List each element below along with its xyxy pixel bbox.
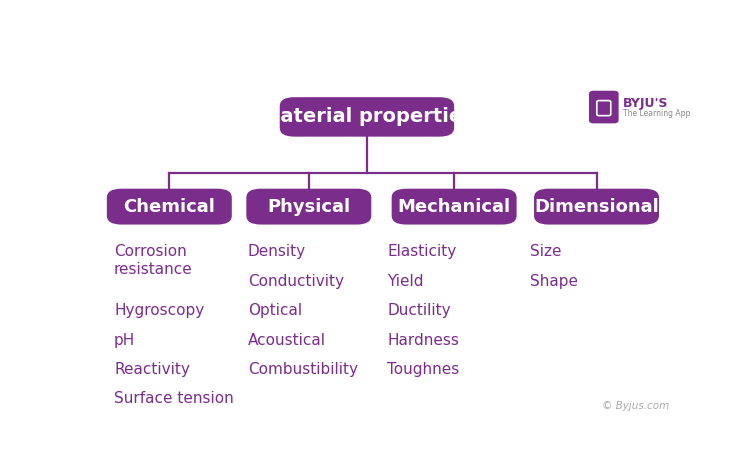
Text: Density: Density: [248, 244, 306, 259]
Text: BYJU'S: BYJU'S: [622, 97, 668, 110]
FancyBboxPatch shape: [534, 189, 659, 225]
Text: Yield: Yield: [387, 274, 424, 289]
FancyBboxPatch shape: [589, 91, 619, 123]
Text: pH: pH: [114, 333, 135, 348]
Text: Elasticity: Elasticity: [387, 244, 457, 259]
Text: © Byjus.com: © Byjus.com: [602, 401, 669, 411]
FancyBboxPatch shape: [392, 189, 517, 225]
Text: Size: Size: [530, 244, 561, 259]
Text: Shape: Shape: [530, 274, 578, 289]
Text: Reactivity: Reactivity: [114, 362, 190, 377]
Text: Hardness: Hardness: [387, 333, 459, 348]
Text: Optical: Optical: [248, 303, 302, 318]
Text: Acoustical: Acoustical: [248, 333, 326, 348]
Text: Conductivity: Conductivity: [248, 274, 344, 289]
Text: Dimensional: Dimensional: [534, 198, 659, 216]
Text: Material properties: Material properties: [260, 108, 473, 126]
FancyBboxPatch shape: [280, 97, 454, 137]
Text: Physical: Physical: [267, 198, 350, 216]
Text: Corrosion
resistance: Corrosion resistance: [114, 244, 193, 277]
Text: Combustibility: Combustibility: [248, 362, 358, 377]
Text: Mechanical: Mechanical: [398, 198, 511, 216]
FancyBboxPatch shape: [106, 189, 232, 225]
Text: Toughnes: Toughnes: [387, 362, 460, 377]
Text: Surface tension: Surface tension: [114, 391, 234, 406]
Text: Chemical: Chemical: [123, 198, 215, 216]
Text: Ductility: Ductility: [387, 303, 451, 318]
Text: The Learning App: The Learning App: [622, 109, 690, 118]
FancyBboxPatch shape: [246, 189, 371, 225]
Text: Hygroscopy: Hygroscopy: [114, 303, 204, 318]
